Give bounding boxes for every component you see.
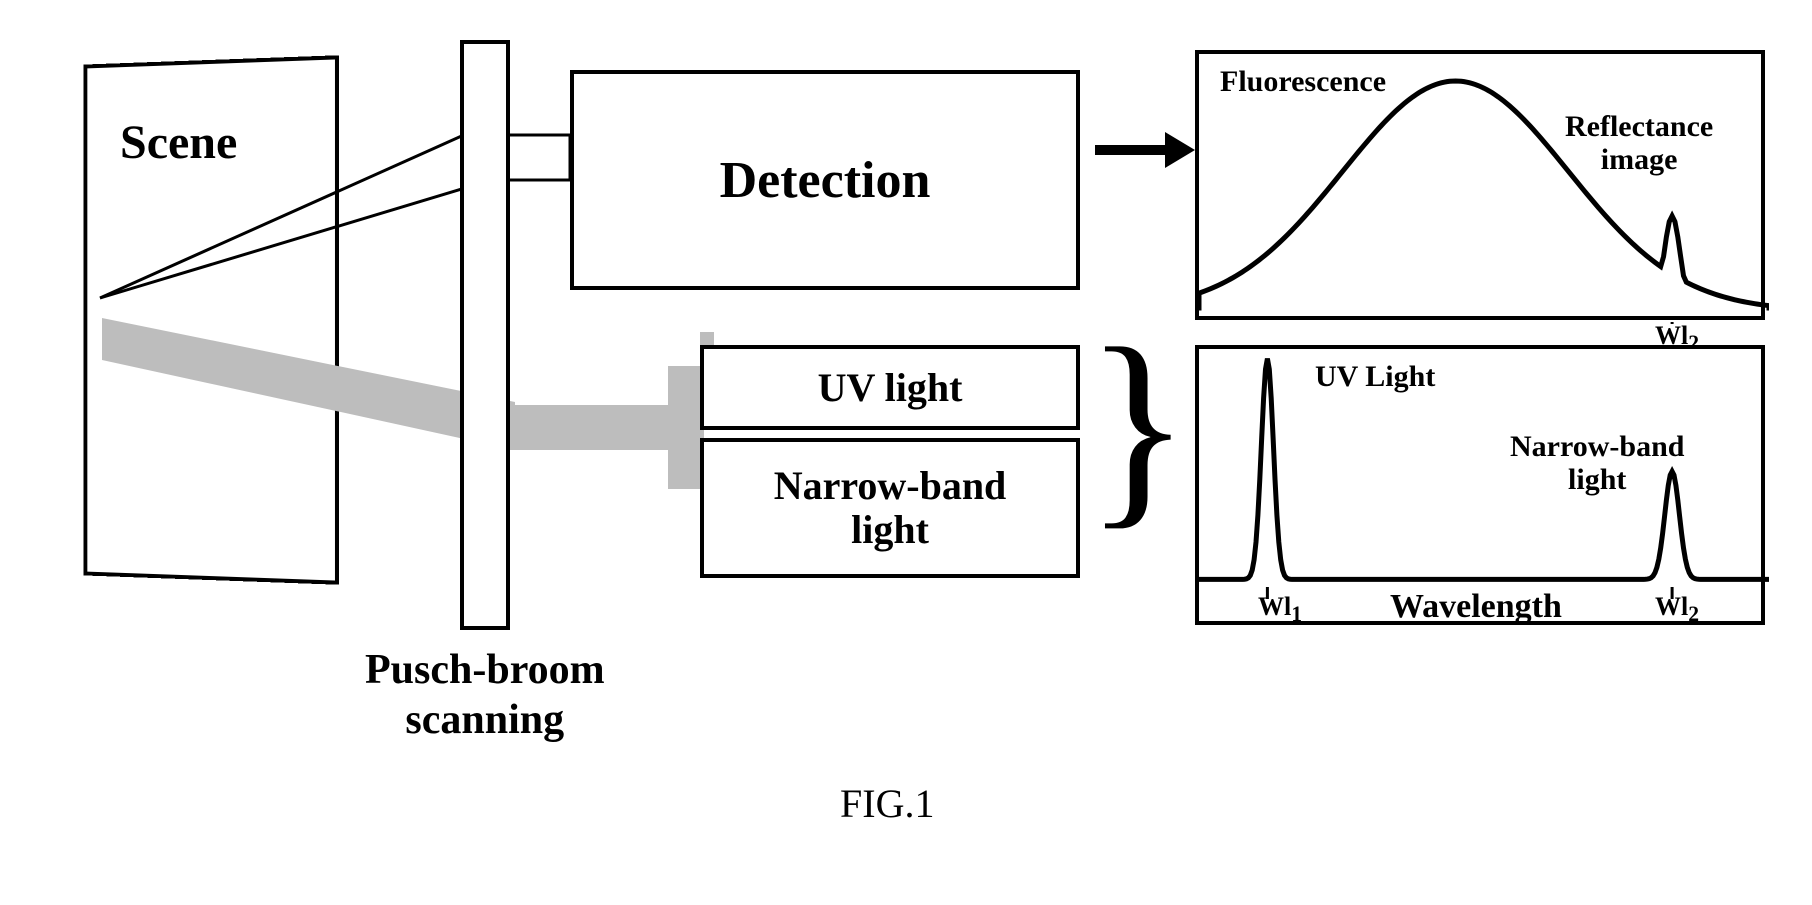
narrowband-spectrum-label: Narrow-band light <box>1510 430 1684 496</box>
bottom-wl2-text: Wl <box>1655 592 1688 621</box>
bottom-wl1-label: Wl1 <box>1258 593 1302 627</box>
pushbroom-label: Pusch-broom scanning <box>365 645 605 746</box>
bottom-wl1-text: Wl <box>1258 592 1291 621</box>
uv-light-box: UV light <box>700 345 1080 430</box>
pushbroom-bar <box>460 40 510 630</box>
scene-label: Scene <box>120 115 237 170</box>
light-connector-branch-down <box>668 444 704 489</box>
reflectance-image-label: Reflectance image <box>1565 110 1713 176</box>
fluorescence-label: Fluorescence <box>1220 65 1386 98</box>
detection-box: Detection <box>570 70 1080 290</box>
uv-light-label: UV light <box>818 366 963 410</box>
narrowband-label: Narrow-band light <box>774 464 1007 552</box>
wavelength-axis-label: Wavelength <box>1390 588 1562 625</box>
uv-light-spectrum-label: UV Light <box>1315 360 1435 393</box>
diagram-root: Scene Pusch-broom scanning Detection UV … <box>20 20 1792 865</box>
bottom-wl1-sub: 1 <box>1291 602 1302 626</box>
narrowband-box: Narrow-band light <box>700 438 1080 578</box>
brace: } <box>1085 315 1191 535</box>
light-connector-branch-up <box>668 366 704 411</box>
bottom-wl2-label: Wl2 <box>1655 593 1699 627</box>
detection-label: Detection <box>720 151 931 210</box>
figure-label: FIG.1 <box>840 780 934 827</box>
bottom-wl2-sub: 2 <box>1688 602 1699 626</box>
